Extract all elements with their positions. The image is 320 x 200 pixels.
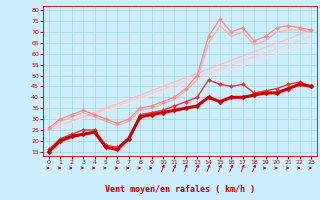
Text: Vent moyen/en rafales ( km/h ): Vent moyen/en rafales ( km/h ) <box>105 184 255 194</box>
